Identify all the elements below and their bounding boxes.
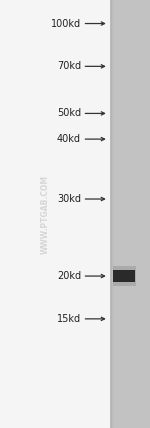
Bar [113, 270, 135, 282]
Bar [111, 0, 113, 428]
Text: 20kd: 20kd [57, 271, 81, 281]
Bar [110, 0, 150, 428]
Bar [110, 0, 112, 428]
Bar [113, 0, 114, 428]
Bar [112, 266, 136, 286]
Text: 15kd: 15kd [57, 314, 81, 324]
Text: 30kd: 30kd [57, 194, 81, 204]
Text: 50kd: 50kd [57, 108, 81, 119]
Text: 100kd: 100kd [51, 18, 81, 29]
Text: 70kd: 70kd [57, 61, 81, 71]
Text: 40kd: 40kd [57, 134, 81, 144]
Text: WWW.PTGAB.COM: WWW.PTGAB.COM [40, 175, 50, 253]
